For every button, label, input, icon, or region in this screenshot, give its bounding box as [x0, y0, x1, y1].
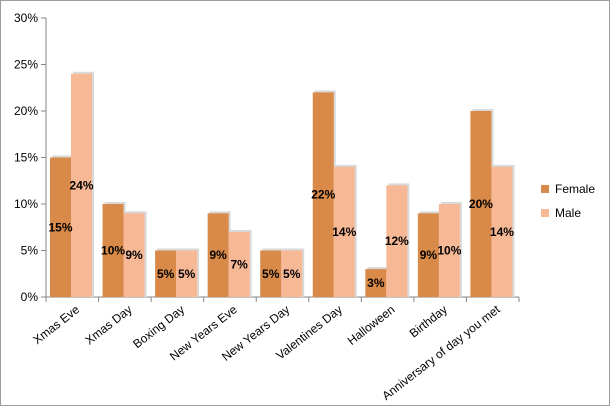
legend-swatch-female — [541, 185, 549, 193]
data-label-female: 9% — [209, 248, 227, 262]
bar-male — [71, 73, 92, 297]
y-tick-label: 10% — [14, 197, 38, 211]
bar-male — [438, 204, 460, 297]
data-label-female: 5% — [157, 267, 175, 281]
bar-male — [281, 250, 303, 297]
bar-male — [491, 166, 513, 297]
data-label-male: 24% — [69, 178, 93, 192]
bar-male — [176, 250, 198, 297]
bar-male — [123, 213, 145, 297]
bar-female — [50, 157, 71, 297]
data-label-male: 7% — [230, 257, 248, 271]
bar-female — [260, 250, 282, 297]
y-tick-label: 0% — [21, 290, 39, 304]
data-label-female: 3% — [367, 276, 385, 290]
x-tick-label: Xmas Day — [82, 302, 134, 347]
data-label-male: 12% — [385, 234, 409, 248]
bar-female — [207, 213, 229, 297]
y-tick-label: 5% — [21, 244, 39, 258]
data-label-male: 9% — [125, 248, 143, 262]
data-label-male: 10% — [437, 244, 461, 258]
data-label-female: 9% — [420, 248, 438, 262]
data-label-male: 14% — [332, 225, 356, 239]
legend-swatch-male — [541, 209, 549, 217]
data-label-female: 5% — [262, 267, 280, 281]
bar-male — [228, 231, 250, 297]
data-label-female: 22% — [311, 188, 335, 202]
legend-label-female: Female — [555, 182, 595, 196]
y-tick-label: 30% — [14, 11, 38, 25]
y-tick-label: 20% — [14, 104, 38, 118]
bar-female — [312, 92, 334, 298]
bar-female — [102, 204, 124, 297]
data-label-female: 15% — [48, 220, 72, 234]
legend-label-male: Male — [555, 206, 581, 220]
x-tick-label: Birthday — [407, 302, 450, 340]
data-label-female: 20% — [469, 197, 493, 211]
x-tick-label: Halloween — [345, 302, 398, 348]
y-tick-label: 15% — [14, 151, 38, 165]
data-label-male: 14% — [490, 225, 514, 239]
bar-female — [470, 111, 492, 297]
data-label-female: 10% — [101, 244, 125, 258]
bar-male — [386, 185, 408, 297]
bar-female — [365, 269, 387, 297]
bar-female — [155, 250, 177, 297]
y-tick-label: 25% — [14, 58, 38, 72]
data-label-male: 5% — [283, 267, 301, 281]
data-label-male: 5% — [178, 267, 196, 281]
x-tick-label: Xmas Eve — [30, 302, 82, 347]
bar-female — [417, 213, 439, 297]
bar-male — [333, 166, 355, 297]
